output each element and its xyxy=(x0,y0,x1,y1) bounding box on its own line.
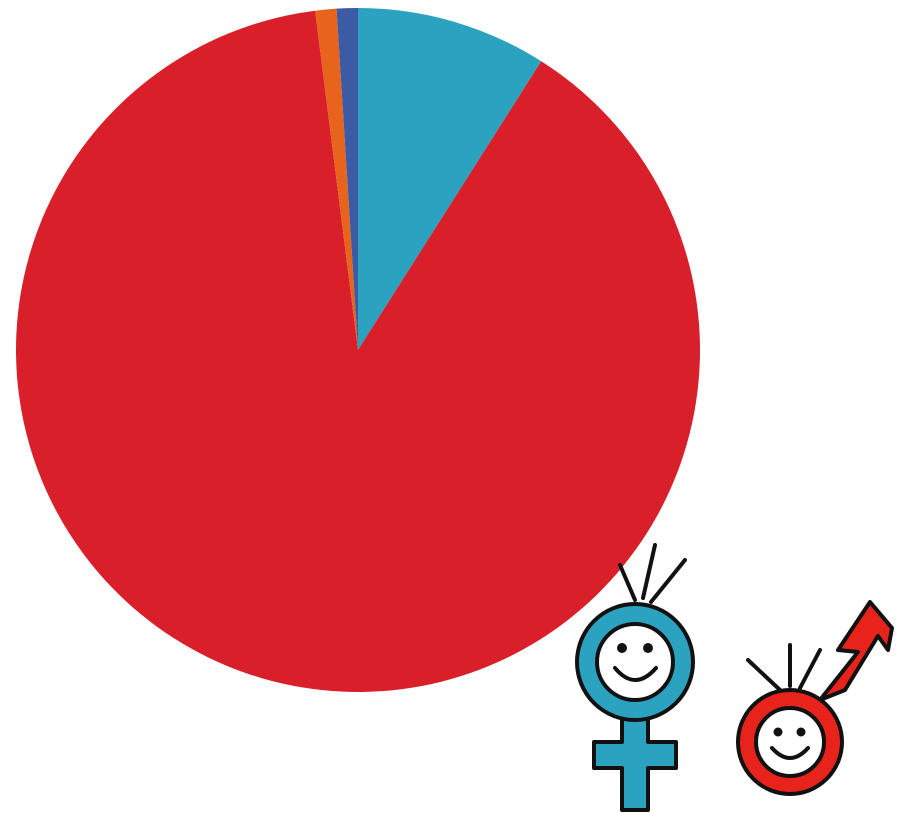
pie-slice xyxy=(315,8,358,350)
pie-slice xyxy=(15,10,701,693)
pie-slice xyxy=(336,8,358,350)
gender-icons xyxy=(575,543,894,812)
pie xyxy=(15,8,701,693)
pie-slice xyxy=(358,8,542,350)
